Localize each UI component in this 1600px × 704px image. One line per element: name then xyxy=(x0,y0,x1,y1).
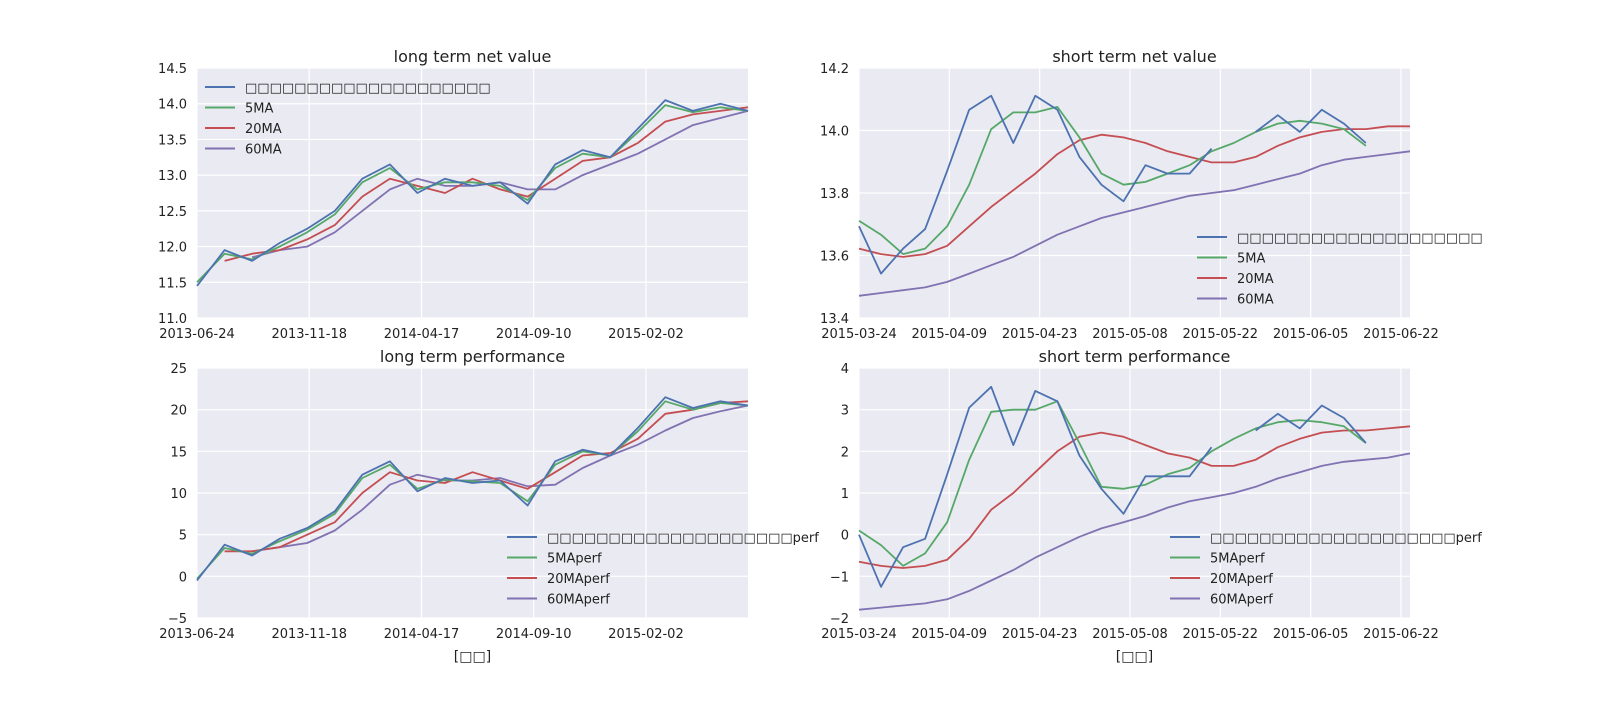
legend-label: □□□□□□□□□□□□□□□□□□□□ xyxy=(245,81,491,96)
series-line-3 xyxy=(858,125,1410,258)
x-tick-label: 2015-06-22 xyxy=(1363,627,1439,642)
chart-title: short term net value xyxy=(1052,47,1216,66)
legend: □□□□□□□□□□□□□□□□□□□□ 5MA 20MA 60MA xyxy=(205,81,491,158)
y-tick-label: 13.5 xyxy=(158,133,187,148)
x-tick-label: 2015-04-09 xyxy=(912,327,988,342)
series-line-2 xyxy=(858,400,1367,567)
legend-label: 60MAperf xyxy=(547,593,610,608)
chart-title: long term performance xyxy=(380,347,565,366)
y-tick-label: 4 xyxy=(841,362,849,377)
chart-panel-1: 11.0 11.5 12.0 12.5 13.0 13.5 14.0 14.5 2013-06-… xyxy=(158,47,749,342)
legend-label: 20MAperf xyxy=(1210,572,1273,587)
x-tick-label: 2013-06-24 xyxy=(159,327,235,342)
chart-title: short term performance xyxy=(1039,347,1231,366)
y-tick-label: 1 xyxy=(841,487,849,502)
x-tick-label: 2014-09-10 xyxy=(496,627,572,642)
x-tick-label: 2015-02-02 xyxy=(608,627,684,642)
x-tick-label: 2015-05-22 xyxy=(1183,627,1259,642)
x-tick-label: 2015-06-22 xyxy=(1363,327,1439,342)
y-tick-label: −2 xyxy=(830,612,849,627)
legend: □□□□□□□□□□□□□□□□□□□□ 5MA 20MA 60MA xyxy=(1197,231,1483,308)
series-line-3 xyxy=(224,400,749,553)
y-tick-label: −1 xyxy=(830,570,849,585)
chart-title: long term net value xyxy=(394,47,552,66)
y-tick-label: 14.5 xyxy=(158,62,187,77)
x-tick-label: 2015-05-08 xyxy=(1092,627,1168,642)
series-line-2 xyxy=(196,104,749,283)
legend-label: 5MA xyxy=(1237,252,1265,267)
chart-panel-2: 13.4 13.6 13.8 14.0 14.2 2015-03-24 2015-04-09… xyxy=(820,47,1483,342)
x-tick-label: 2013-06-24 xyxy=(159,627,235,642)
x-tick-label: 2015-04-09 xyxy=(912,627,988,642)
y-tick-label: 14.0 xyxy=(158,98,187,113)
y-tick-label: 5 xyxy=(179,529,187,544)
y-tick-label: 15 xyxy=(170,445,187,460)
y-tick-label: 0 xyxy=(841,529,849,544)
legend-label: 20MA xyxy=(245,122,282,137)
x-tick-label: 2015-03-24 xyxy=(821,627,897,642)
legend: □□□□□□□□□□□□□□□□□□□□perf 5MAperf 20MAperf 6… xyxy=(507,531,819,608)
y-tick-label: 13.4 xyxy=(820,312,849,327)
legend: □□□□□□□□□□□□□□□□□□□□perf 5MAperf 20MAperf 6… xyxy=(1170,531,1482,608)
y-tick-label: 14.0 xyxy=(820,125,849,140)
x-tick-label: 2015-04-23 xyxy=(1002,327,1078,342)
x-tick-label: 2015-02-02 xyxy=(608,327,684,342)
y-tick-label: 14.2 xyxy=(820,62,849,77)
series-line-2 xyxy=(858,106,1367,255)
series-line-2 xyxy=(196,400,749,580)
legend-label: □□□□□□□□□□□□□□□□□□□□perf xyxy=(1210,531,1482,546)
legend-label: 20MA xyxy=(1237,272,1274,287)
y-tick-label: 2 xyxy=(841,445,849,460)
y-tick-label: 25 xyxy=(170,362,187,377)
legend-label: 5MAperf xyxy=(547,552,602,567)
legend-label: 5MA xyxy=(245,102,273,117)
y-tick-label: 11.5 xyxy=(158,276,187,291)
y-tick-label: 13.8 xyxy=(820,187,849,202)
series-line-1 xyxy=(196,396,749,582)
chart-panel-3: −5 0 5 10 15 20 25 2013-06-24 2013-11-18 2014-04-… xyxy=(159,347,819,665)
chart-panel-4: −2 −1 0 1 2 3 4 2015-03-24 2015-04-09 2015-04-23 2… xyxy=(821,347,1482,665)
legend-label: □□□□□□□□□□□□□□□□□□□□ xyxy=(1237,231,1483,246)
y-tick-label: 3 xyxy=(841,404,849,419)
legend-label: 60MA xyxy=(1237,293,1274,308)
x-tick-label: 2014-09-10 xyxy=(496,327,572,342)
x-tick-label: 2015-06-05 xyxy=(1273,327,1349,342)
series-line-4 xyxy=(858,452,1411,611)
series-line-1 xyxy=(196,99,749,287)
y-tick-label: 10 xyxy=(170,487,187,502)
x-tick-label: 2015-04-23 xyxy=(1002,627,1078,642)
x-tick-label: 2015-06-05 xyxy=(1273,627,1349,642)
y-tick-label: 12.0 xyxy=(158,241,187,256)
y-tick-label: −5 xyxy=(168,612,187,627)
y-tick-label: 0 xyxy=(179,570,187,585)
series-line-1 xyxy=(858,94,1367,275)
x-tick-label: 2014-04-17 xyxy=(384,627,460,642)
legend-label: 60MAperf xyxy=(1210,593,1273,608)
x-axis-label: [□□] xyxy=(1116,649,1153,665)
x-tick-label: 2015-05-08 xyxy=(1092,327,1168,342)
y-tick-label: 13.6 xyxy=(820,250,849,265)
series-line-3 xyxy=(858,425,1411,569)
series-line-1 xyxy=(858,385,1367,588)
x-tick-label: 2015-05-22 xyxy=(1183,327,1259,342)
series-line-4 xyxy=(251,404,749,553)
x-tick-label: 2014-04-17 xyxy=(384,327,460,342)
y-tick-label: 13.0 xyxy=(158,169,187,184)
x-tick-label: 2013-11-18 xyxy=(271,627,347,642)
legend-label: 60MA xyxy=(245,143,282,158)
legend-label: □□□□□□□□□□□□□□□□□□□□perf xyxy=(547,531,819,546)
legend-label: 5MAperf xyxy=(1210,552,1265,567)
y-tick-label: 11.0 xyxy=(158,312,187,327)
x-tick-label: 2013-11-18 xyxy=(271,327,347,342)
x-axis-label: [□□] xyxy=(454,649,491,665)
legend-label: 20MAperf xyxy=(547,572,610,587)
y-tick-label: 20 xyxy=(170,404,187,419)
x-tick-label: 2015-03-24 xyxy=(821,327,897,342)
series-line-4 xyxy=(858,150,1411,297)
y-tick-label: 12.5 xyxy=(158,205,187,220)
